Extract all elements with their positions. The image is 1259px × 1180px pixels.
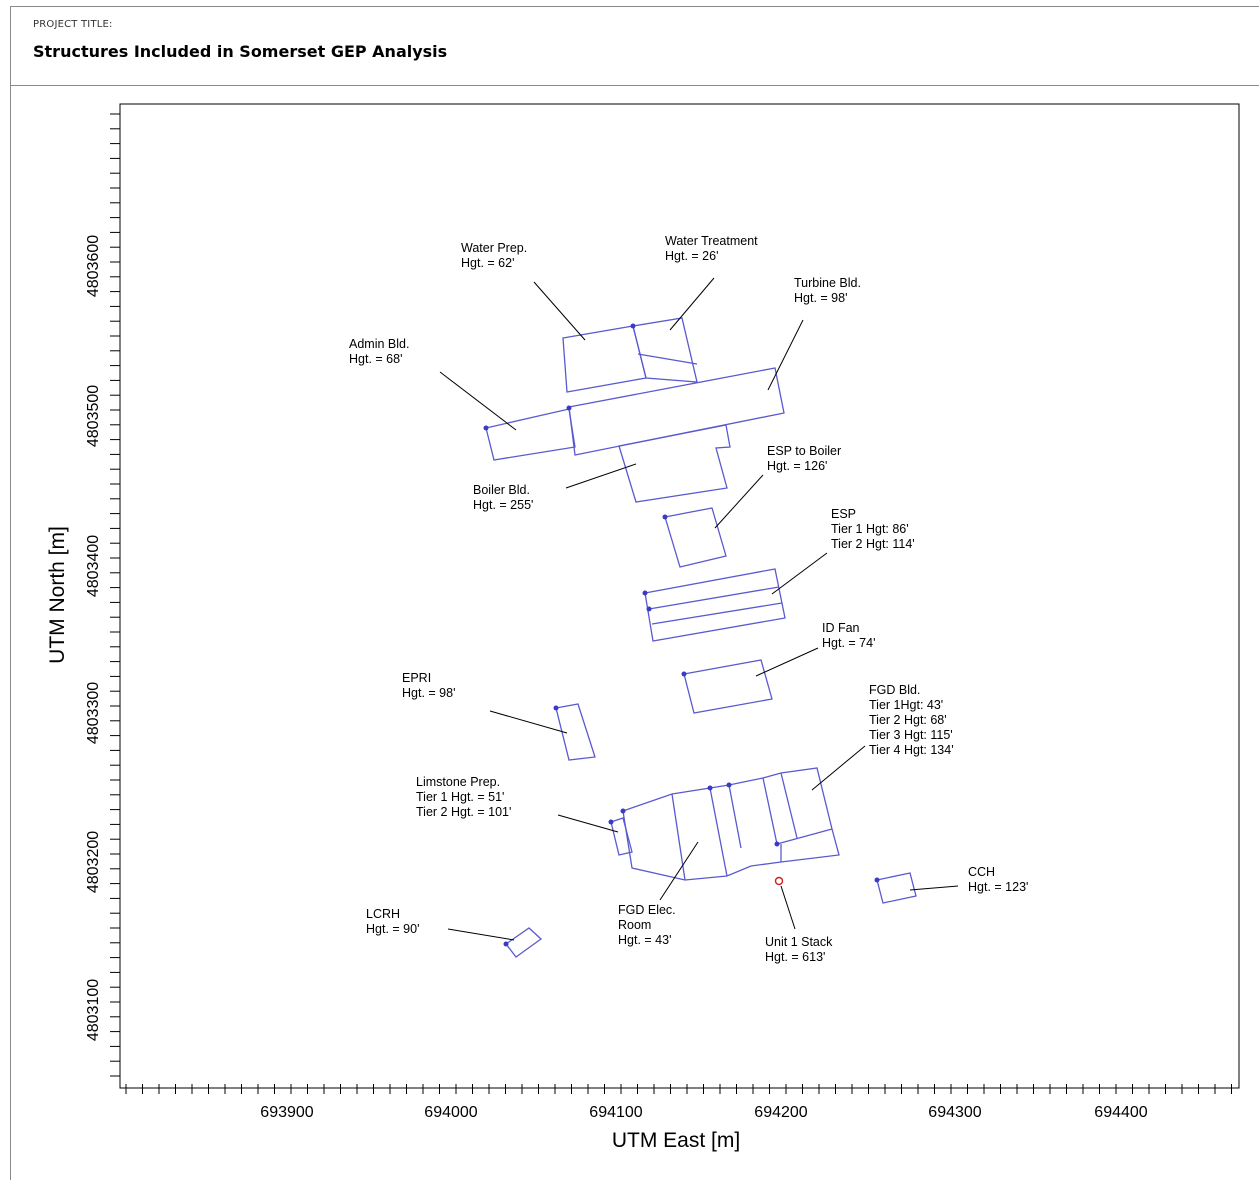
x-tick-labels: 693900 694000 694100 694200 694300 69440… <box>260 1104 1147 1121</box>
building-labels: Water Prep. Hgt. = 62' Water Treatment H… <box>349 234 1028 964</box>
axis-ticks <box>110 113 1232 1094</box>
label-water-prep: Water Prep. Hgt. = 62' <box>461 241 531 270</box>
label-boiler: Boiler Bld. Hgt. = 255' <box>473 483 533 512</box>
leader-lines <box>439 277 959 941</box>
leader-unit1-stack <box>780 885 796 930</box>
y-tick-label: 4803400 <box>85 535 102 597</box>
x-tick-label: 694300 <box>928 1104 981 1121</box>
vertex-marker <box>642 590 648 596</box>
figure-frame <box>10 6 1259 1180</box>
epri-building <box>555 703 596 761</box>
vertex-marker <box>503 941 509 947</box>
x-tick-label: 693900 <box>260 1104 313 1121</box>
label-admin: Admin Bld. Hgt. = 68' <box>349 337 413 366</box>
vertex-marker <box>662 514 668 520</box>
label-id-fan: ID Fan Hgt. = 74' <box>822 621 875 650</box>
leader-boiler <box>565 463 637 489</box>
x-tick-label: 694200 <box>754 1104 807 1121</box>
label-lcrh: LCRH Hgt. = 90' <box>366 907 419 936</box>
vertex-marker <box>681 671 687 677</box>
fgd-divider-1 <box>671 793 686 881</box>
leader-lcrh <box>447 928 515 941</box>
leader-fgd <box>811 745 866 791</box>
label-esp-to-boiler: ESP to Boiler Hgt. = 126' <box>767 444 845 473</box>
x-tick-label: 694000 <box>424 1104 477 1121</box>
vertex-marker <box>620 808 626 814</box>
vertex-marker <box>874 877 880 883</box>
admin-building <box>485 408 576 461</box>
fgd-divider-2 <box>709 787 728 877</box>
y-tick-label: 4803500 <box>85 385 102 447</box>
leader-admin <box>439 371 517 431</box>
esp-building <box>644 568 786 642</box>
leader-water-treatment <box>669 277 715 331</box>
leader-cch <box>909 885 959 891</box>
fgd-divider-6 <box>776 828 833 845</box>
esp-to-boiler-building <box>664 507 727 568</box>
lcrh-building <box>505 927 543 958</box>
label-unit1-stack: Unit 1 Stack Hgt. = 613' <box>765 935 836 964</box>
y-tick-label: 4803200 <box>85 831 102 893</box>
y-tick-label: 4803300 <box>85 682 102 744</box>
water-treatment-building <box>632 317 698 383</box>
water-prep-building <box>562 325 647 393</box>
leader-water-prep <box>533 281 586 341</box>
label-limestone-prep: Limstone Prep. Tier 1 Hgt. = 51' Tier 2 … <box>416 775 511 819</box>
y-tick-label: 4803100 <box>85 979 102 1041</box>
vertex-marker <box>726 782 732 788</box>
leader-id-fan <box>755 647 819 677</box>
leader-turbine <box>767 319 804 391</box>
limestone-prep-building <box>610 817 633 856</box>
buildings <box>485 317 917 958</box>
fgd-divider-3 <box>728 784 742 849</box>
project-title-label: PROJECT TITLE: <box>33 19 113 30</box>
plot-area <box>119 103 1240 1089</box>
fgd-divider-5 <box>780 772 798 839</box>
y-tick-labels: 4803100 4803200 4803300 4803400 4803500 … <box>85 235 102 1041</box>
fgd-divider-4 <box>762 777 778 845</box>
vertex-marker <box>608 819 614 825</box>
leader-epri <box>489 710 568 734</box>
vertex-marker <box>566 405 572 411</box>
id-fan-building <box>683 659 773 714</box>
unit1-stack-marker <box>774 876 784 886</box>
label-esp: ESP Tier 1 Hgt: 86' Tier 2 Hgt: 114' <box>831 507 915 551</box>
building-vertices <box>483 323 880 947</box>
leader-esp-to-boiler <box>714 474 764 529</box>
vertex-marker <box>483 425 489 431</box>
x-tick-label: 694100 <box>589 1104 642 1121</box>
vertex-marker <box>553 705 559 711</box>
esp-tier-divider-1 <box>648 586 780 610</box>
leader-limestone <box>557 814 619 833</box>
label-turbine: Turbine Bld. Hgt. = 98' <box>794 276 864 305</box>
cch-building <box>876 872 917 904</box>
leader-fgd-elec <box>659 841 699 901</box>
label-epri: EPRI Hgt. = 98' <box>402 671 455 700</box>
vertex-marker <box>630 323 636 329</box>
leader-esp <box>771 552 828 595</box>
x-axis-title: UTM East [m] <box>612 1129 740 1152</box>
label-water-treatment: Water Treatment Hgt. = 26' <box>665 234 761 263</box>
vertex-marker <box>646 606 652 612</box>
x-tick-label: 694400 <box>1094 1104 1147 1121</box>
water-treatment-divider <box>637 353 698 365</box>
label-fgd-bld: FGD Bld. Tier 1Hgt: 43' Tier 2 Hgt: 68' … <box>869 683 956 757</box>
boiler-building <box>618 424 731 503</box>
label-cch: CCH Hgt. = 123' <box>968 865 1028 894</box>
label-fgd-elec-room: FGD Elec. Room Hgt. = 43' <box>618 903 679 947</box>
y-tick-label: 4803600 <box>85 235 102 297</box>
turbine-building <box>568 367 785 456</box>
y-axis-title: UTM North [m] <box>46 526 69 664</box>
vertex-marker <box>707 785 713 791</box>
vertex-marker <box>774 841 780 847</box>
project-header: PROJECT TITLE: Structures Included in So… <box>10 6 1259 86</box>
esp-tier-divider-2 <box>651 602 783 625</box>
project-title: Structures Included in Somerset GEP Anal… <box>33 42 448 61</box>
